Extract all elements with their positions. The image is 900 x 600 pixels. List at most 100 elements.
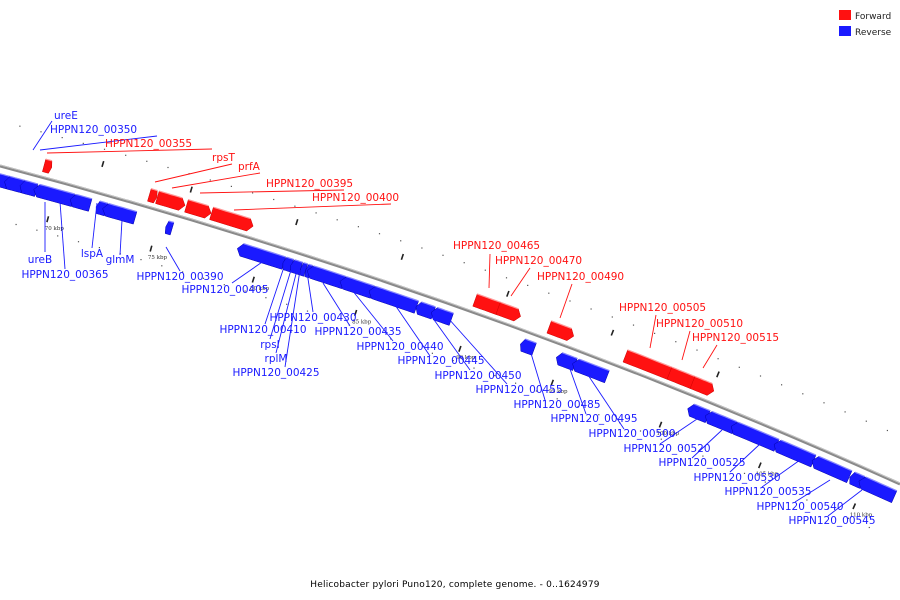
track-dot [61,137,63,139]
gene-highlight [562,352,578,359]
track-dot [827,508,829,510]
tick-mark [506,290,510,297]
track-dot [57,235,59,237]
label-leader [269,269,292,340]
forward-gene-label: HPPN120_00400 [312,192,399,204]
reverse-gene-label: rplM [265,353,288,365]
track-dot [140,259,142,261]
tick-label: 95 kbp [548,389,568,395]
reverse-gene-label: HPPN120_00520 [623,443,710,455]
gene-highlight [75,193,93,200]
track-dot [223,284,225,286]
tick-mark [46,216,50,223]
track-dot [202,277,204,279]
reverse-gene-label: HPPN120_00440 [356,341,443,353]
gene-reverse [69,194,93,212]
tick-mark [610,329,615,336]
label-leader [154,163,233,183]
track-dot [400,240,402,242]
gene-highlight [168,220,175,224]
label-leader [231,257,269,284]
gene-highlight [627,349,673,368]
tick-label: 100 kbp [657,431,680,437]
label-leader [691,429,723,459]
reverse-gene-label: HPPN120_00485 [513,399,600,411]
reverse-gene-label: HPPN120_00455 [475,384,562,396]
track-dot [743,472,746,474]
track-dot [844,411,846,413]
track-dot [327,317,329,319]
track-dot [369,331,371,333]
track-dot [336,219,338,221]
track-dot [315,212,317,214]
tick-mark [353,309,358,316]
label-leader [199,189,345,194]
gene-highlight [865,476,898,492]
gene-highlight [694,375,713,384]
track-dot [675,341,677,343]
gene-highlight [693,403,711,412]
label-leader [264,269,284,325]
track-dot [696,349,698,351]
track-dot [505,277,508,279]
label-leader [702,344,718,369]
track-dot [411,345,413,347]
label-leader [585,371,625,430]
label-leader [426,309,471,371]
tick-mark [757,462,762,469]
reverse-gene-label: lspA [81,248,104,260]
gene-highlight [294,259,303,263]
track-dot [865,420,867,422]
track-dot [98,247,100,249]
gene-highlight [308,263,313,267]
label-leader [322,282,351,327]
track-dot [244,290,246,292]
forward-gene-label: HPPN120_00395 [266,178,353,190]
reverse-gene-label: HPPN120_00390 [136,271,223,283]
reverse-gene-label: HPPN120_00430 [269,312,356,324]
track-dot [146,160,148,162]
tick-label: 75 kbp [148,255,168,261]
track-dot [421,247,423,249]
track-dot [167,166,169,169]
label-leader [91,202,98,249]
label-leader [761,459,801,488]
forward-gene-label: prfA [238,161,261,173]
gene-highlight [711,410,738,423]
tick-mark [852,503,857,510]
tick-mark [716,371,720,378]
track-dot [273,198,275,201]
track-dot [463,262,465,264]
track-dot [77,241,80,243]
reverse-gene-label: HPPN120_00445 [397,355,484,367]
tick-label: 110 kbp [850,512,873,518]
track-dot [161,265,163,267]
track-dot [598,414,600,416]
track-dot [357,226,359,228]
track-dot [764,481,766,483]
gene-highlight [286,256,294,260]
tick-mark [101,160,105,168]
gene-highlight [39,183,76,195]
tick-mark [251,276,255,283]
gene-highlight [0,173,11,177]
tick-label: 90 kbp [456,355,476,361]
forward-gene-label: HPPN120_00490 [537,271,624,283]
track-dot [473,367,475,369]
gene-highlight [854,471,866,478]
gene-arrows [0,158,898,504]
label-leader [32,120,53,151]
label-leader [233,203,392,211]
track-dot [15,223,17,226]
genome-backbone-highlight [0,164,900,484]
tick-marks: 70 kbp 75 kbp 80 kbp 85 kbp 90 kbp 95 kbp 100 … [45,160,873,518]
gene-highlight [780,439,817,456]
reverse-gene-label: HPPN120_00425 [232,367,319,379]
reverse-gene-label: HPPN120_00495 [550,413,637,425]
label-leader [681,330,691,361]
label-leader [510,267,531,297]
track-dot [802,393,804,395]
label-leader [39,135,158,151]
gene-highlight [525,338,537,344]
